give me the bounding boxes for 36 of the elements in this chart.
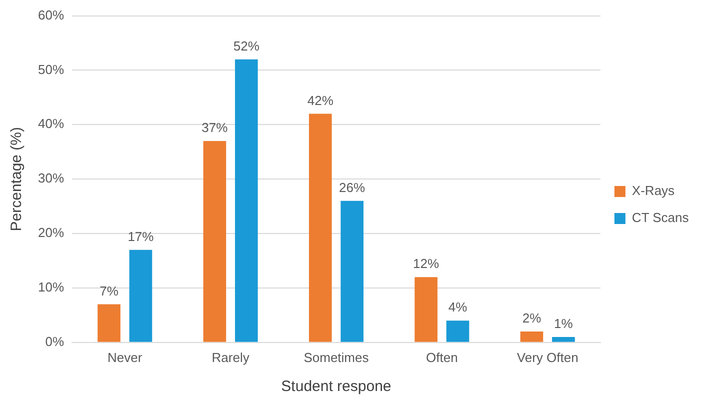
data-label: 26% bbox=[339, 180, 366, 195]
data-label: 1% bbox=[554, 316, 574, 332]
bar bbox=[98, 304, 120, 342]
legend-label: X-Rays bbox=[632, 183, 676, 198]
x-tick-label: Very Often bbox=[516, 350, 578, 365]
data-label: 4% bbox=[448, 300, 468, 315]
x-tick-label: Sometimes bbox=[304, 350, 370, 365]
data-label: 37% bbox=[202, 120, 228, 136]
data-label: 7% bbox=[100, 283, 119, 298]
y-tick-label: 40% bbox=[38, 116, 64, 132]
x-tick-label: Never bbox=[108, 350, 143, 365]
bar bbox=[446, 320, 470, 342]
bar bbox=[129, 250, 152, 342]
y-tick-label: 0% bbox=[45, 334, 64, 349]
data-label: 52% bbox=[233, 38, 260, 54]
y-tick-label: 30% bbox=[38, 170, 64, 186]
bar bbox=[203, 140, 226, 342]
bar bbox=[520, 332, 544, 342]
data-label: 42% bbox=[307, 92, 334, 108]
y-tick-label: 60% bbox=[38, 7, 64, 22]
y-axis-title: Percentage (%) bbox=[8, 126, 26, 232]
x-axis-title: Student respone bbox=[281, 378, 392, 396]
x-tick-label: Rarely bbox=[212, 350, 250, 365]
bar bbox=[414, 277, 438, 342]
x-tick-label: Often bbox=[426, 350, 458, 365]
data-label: 17% bbox=[128, 228, 154, 244]
y-tick-label: 20% bbox=[38, 225, 64, 240]
data-label: 12% bbox=[413, 256, 440, 272]
bar bbox=[308, 114, 332, 342]
legend-label: CT Scans bbox=[632, 210, 690, 226]
y-tick-label: 50% bbox=[38, 62, 64, 77]
bar bbox=[552, 336, 575, 342]
bar bbox=[234, 59, 258, 342]
bar bbox=[340, 200, 364, 342]
data-label: 2% bbox=[522, 310, 542, 326]
y-tick-label: 10% bbox=[38, 280, 64, 295]
